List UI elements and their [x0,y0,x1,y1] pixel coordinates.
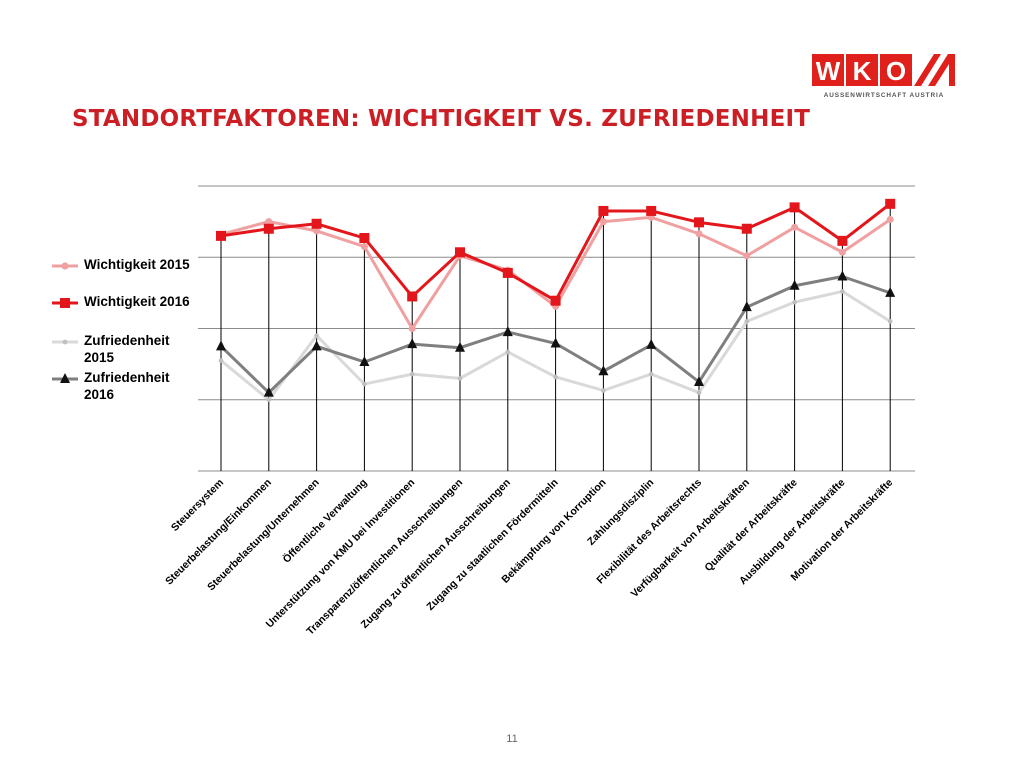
data-point [887,319,893,324]
data-point [646,338,657,349]
logo-letter-w: W [816,56,841,86]
legend-swatch-zufriedenheit-2016 [52,373,78,383]
data-point [886,215,894,223]
logo-box-k [846,54,878,86]
data-point [694,217,704,228]
data-point [216,230,226,241]
legend-item-wichtigkeit-2016: Wichtigkeit 2016 [50,293,210,332]
data-point [601,388,606,393]
data-point [885,198,896,209]
data-point [789,279,800,290]
data-point [359,355,370,366]
data-point [743,252,751,260]
data-point [502,267,513,278]
data-point [646,205,657,216]
logo-box-o [880,54,912,86]
data-point [599,218,607,226]
x-tick-label: Motivation der Arbeitskräfte [789,477,896,584]
data-point [837,270,848,281]
data-point [408,325,416,332]
legend-item-wichtigkeit-2015: Wichtigkeit 2015 [50,256,210,293]
logo-slash-mark [914,54,955,86]
x-tick-label: Qualität der Arbeitskräfte [702,477,799,574]
data-point [409,371,415,377]
x-tick-labels: SteuersystemSteuerbelastung/EinkommenSte… [163,476,895,638]
data-point [696,390,702,395]
data-point [598,205,609,216]
data-point [313,227,321,235]
wko-logo: W K O AUSSENWIRTSCHAFT AUSTRIA [812,54,955,99]
data-point [553,374,558,380]
legend-label: Wichtigkeit 2016 [84,294,190,309]
legend-item-zufriedenheit-2016: Zufriedenheit 2016 [50,369,210,406]
data-point [648,371,654,377]
data-point [550,337,561,348]
data-point [407,338,418,349]
legend-swatch-zufriedenheit-2015 [52,339,78,345]
data-point [789,202,800,213]
chart-legend: Wichtigkeit 2015 Wichtigkeit 2016 Zufrie… [50,256,210,406]
series-line [220,202,892,303]
data-point [502,326,513,337]
data-point [741,301,752,312]
data-point [314,333,319,338]
data-point [311,340,322,351]
data-point [792,299,797,305]
data-point [457,376,463,381]
data-point [885,286,896,297]
data-point [311,218,322,229]
data-point [791,223,799,231]
logo-subtitle: AUSSENWIRTSCHAFT AUSTRIA [824,92,944,99]
legend-label: Wichtigkeit 2015 [84,257,190,272]
logo-letter-k: K [853,56,872,86]
data-point [744,319,750,324]
legend-item-zufriedenheit-2015: Zufriedenheit 2015 [50,332,210,369]
data-point [263,223,274,234]
data-point [407,291,418,302]
data-point [266,397,272,403]
series-zufriedenheit-2016 [216,270,896,397]
data-point [598,365,609,376]
logo-letter-o: O [886,56,906,86]
data-point [837,235,848,246]
series-wichtigkeit-2016 [216,198,896,306]
data-point [838,248,846,256]
data-point [550,295,561,306]
data-point [741,223,752,234]
page-number: 11 [506,733,518,745]
data-point [840,289,845,294]
data-point [694,375,704,386]
grid-lines [198,185,915,472]
data-point [455,247,465,258]
data-point [695,230,703,238]
data-point [359,233,370,244]
legend-label: Zufriedenheit 2016 [84,370,170,402]
legend-label: Zufriedenheit 2015 [84,333,170,365]
series-lines [216,198,896,403]
legend-swatch-wichtigkeit-2015 [52,262,78,270]
data-point [455,341,465,352]
category-drop-lines [220,203,891,471]
data-point [362,381,367,387]
data-point [360,243,368,251]
data-point [265,218,273,226]
legend-swatch-wichtigkeit-2016 [52,298,78,308]
page-title: STANDORTFAKTOREN: WICHTIGKEIT VS. ZUFRIE… [72,106,811,132]
data-point [216,340,226,351]
data-point [218,358,224,363]
x-tick-label: Öffentliche Verwaltung [280,476,370,566]
logo-box-w [812,54,844,86]
data-point [505,349,511,355]
data-point [263,386,274,397]
